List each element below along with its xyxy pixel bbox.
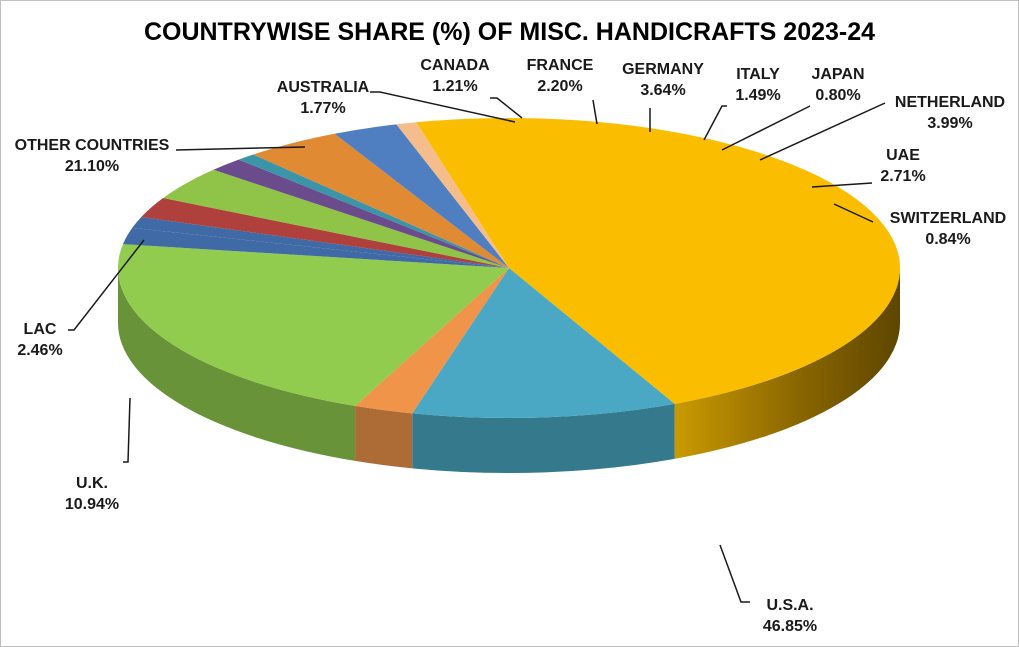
slice-label-switzerland: SWITZERLAND — [890, 210, 1006, 227]
pie-slice-france — [141, 198, 509, 268]
pie-slice-lac — [355, 268, 509, 414]
slice-value-uae: 2.71% — [880, 168, 925, 185]
slice-value-u-k: 10.94% — [65, 496, 119, 513]
slice-label-australia: AUSTRALIA — [277, 79, 370, 96]
slice-label-uae: UAE — [886, 147, 920, 164]
leader-line-australia — [370, 91, 516, 123]
pie-slice-netherland — [253, 133, 509, 268]
slice-label-france: FRANCE — [527, 57, 594, 74]
pie-wall-u-s-a — [674, 268, 900, 459]
slice-value-netherland: 3.99% — [927, 115, 972, 132]
pie-slice-u-s-a — [416, 117, 901, 404]
slice-label-japan: JAPAN — [811, 66, 864, 83]
slice-value-germany: 3.64% — [640, 82, 685, 99]
pie-slice-other-countries — [117, 244, 509, 406]
leader-line-switzerland — [833, 203, 874, 223]
slice-label-netherland: NETHERLAND — [895, 94, 1005, 111]
leader-line-canada — [490, 97, 523, 119]
leader-line-u-k — [123, 397, 131, 463]
pie-slice-canada — [132, 217, 509, 268]
slice-value-italy: 1.49% — [735, 87, 780, 104]
slice-value-france: 2.20% — [537, 78, 582, 95]
slice-label-germany: GERMANY — [622, 61, 704, 78]
leader-line-other-countries — [175, 146, 306, 151]
pie-slice-uae — [334, 124, 509, 268]
leader-line-netherland — [759, 102, 886, 161]
leader-line-japan — [721, 105, 811, 151]
pie-slice-u-k — [412, 268, 675, 418]
pie-slice-italy — [213, 159, 509, 268]
slice-value-other-countries: 21.10% — [65, 158, 119, 175]
leader-line-france — [592, 99, 598, 125]
leader-line-italy — [703, 105, 727, 141]
slice-value-lac: 2.46% — [17, 342, 62, 359]
slice-label-other-countries: OTHER COUNTRIES — [15, 137, 170, 154]
slice-value-japan: 0.80% — [815, 87, 860, 104]
pie-slice-japan — [238, 154, 509, 268]
pie-wall-other-countries — [117, 268, 356, 461]
slice-value-australia: 1.77% — [300, 100, 345, 117]
pie-wall-lac — [355, 405, 413, 469]
slice-value-switzerland: 0.84% — [925, 231, 970, 248]
pie-wall-u-k — [412, 403, 675, 474]
slice-label-u-s-a: U.S.A. — [766, 597, 813, 614]
slice-label-canada: CANADA — [420, 57, 490, 74]
leader-line-lac — [68, 239, 145, 331]
slice-value-canada: 1.21% — [432, 78, 477, 95]
chart-title: COUNTRYWISE SHARE (%) OF MISC. HANDICRAF… — [143, 18, 876, 46]
slice-label-italy: ITALY — [736, 66, 780, 83]
slice-label-lac: LAC — [24, 321, 57, 338]
slice-value-u-s-a: 46.85% — [763, 618, 817, 635]
pie-slice-australia — [122, 227, 509, 268]
pie-slice-switzerland — [396, 122, 509, 268]
leader-line-u-s-a — [719, 544, 750, 603]
slice-label-u-k: U.K. — [76, 475, 108, 492]
leader-line-uae — [811, 182, 873, 188]
pie-slice-germany — [163, 169, 509, 268]
